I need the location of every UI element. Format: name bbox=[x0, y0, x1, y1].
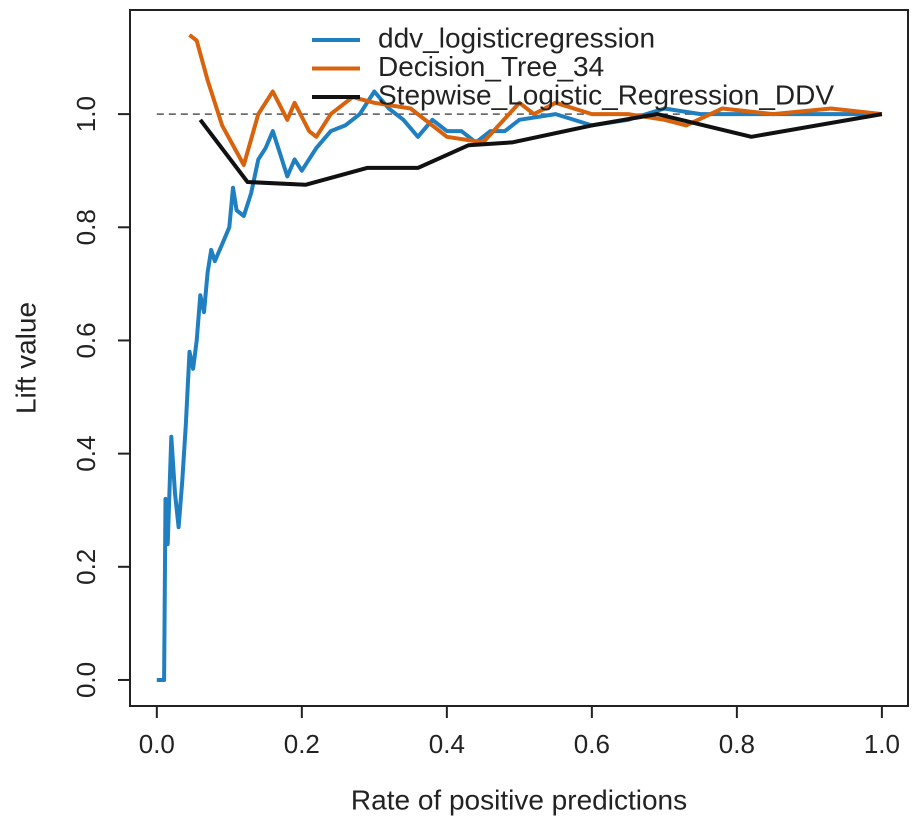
plot-frame bbox=[129, 9, 909, 707]
y-axis-title: Lift value bbox=[10, 302, 41, 414]
y-tick-label: 0.4 bbox=[71, 436, 101, 472]
series-line bbox=[188, 33, 883, 167]
series-line bbox=[156, 89, 882, 682]
legend-label: Stepwise_Logistic_Regression_DDV bbox=[378, 79, 834, 110]
y-tick-label: 0.0 bbox=[71, 662, 101, 698]
series-line bbox=[198, 112, 883, 187]
y-tick-label: 0.8 bbox=[71, 209, 101, 245]
x-tick-label: 0.4 bbox=[429, 729, 465, 759]
y-tick-label: 0.2 bbox=[71, 549, 101, 585]
x-axis-title: Rate of positive predictions bbox=[351, 784, 687, 815]
y-tick-label: 1.0 bbox=[71, 96, 101, 132]
y-tick-label: 0.6 bbox=[71, 322, 101, 358]
legend-label: ddv_logisticregression bbox=[378, 22, 655, 53]
x-tick-label: 0.8 bbox=[719, 729, 755, 759]
x-tick-label: 0.6 bbox=[574, 729, 610, 759]
x-tick-label: 0.2 bbox=[284, 729, 320, 759]
x-tick-label: 1.0 bbox=[864, 729, 900, 759]
legend-label: Decision_Tree_34 bbox=[378, 51, 604, 82]
x-tick-label: 0.0 bbox=[139, 729, 175, 759]
